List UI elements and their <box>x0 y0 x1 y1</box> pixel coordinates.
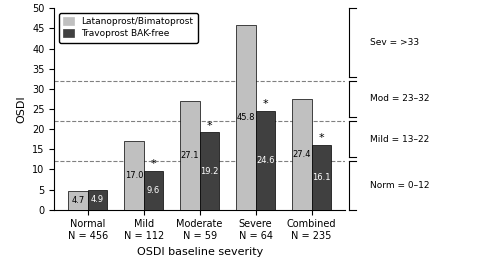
Bar <box>88 190 107 210</box>
Text: 16.1: 16.1 <box>312 173 331 182</box>
Bar <box>68 191 88 210</box>
Text: 27.4: 27.4 <box>292 150 311 159</box>
Y-axis label: OSDI: OSDI <box>16 95 27 123</box>
Bar <box>180 100 200 210</box>
Text: 27.1: 27.1 <box>180 151 199 160</box>
Text: Mod = 23–32: Mod = 23–32 <box>370 94 429 104</box>
Bar <box>255 111 275 210</box>
Legend: Latanoprost/Bimatoprost, Travoprost BAK-free: Latanoprost/Bimatoprost, Travoprost BAK-… <box>59 13 198 43</box>
Text: 19.2: 19.2 <box>200 167 218 176</box>
Text: 24.6: 24.6 <box>256 156 275 165</box>
Text: Mild = 13–22: Mild = 13–22 <box>370 135 429 144</box>
Text: *: * <box>151 160 156 169</box>
Text: 17.0: 17.0 <box>125 171 143 180</box>
Text: 45.8: 45.8 <box>237 113 255 122</box>
X-axis label: OSDI baseline severity: OSDI baseline severity <box>137 247 263 257</box>
Text: 4.9: 4.9 <box>91 195 104 205</box>
Bar <box>124 141 144 210</box>
Text: *: * <box>318 133 324 143</box>
Text: *: * <box>263 99 268 109</box>
Bar <box>200 132 219 210</box>
Bar <box>292 99 312 210</box>
Bar <box>312 145 331 210</box>
Bar <box>236 25 255 210</box>
Text: 4.7: 4.7 <box>71 196 85 205</box>
Text: Sev = >33: Sev = >33 <box>370 38 419 47</box>
Text: *: * <box>207 121 212 131</box>
Text: Norm = 0–12: Norm = 0–12 <box>370 181 429 190</box>
Bar <box>144 171 163 210</box>
Text: 9.6: 9.6 <box>147 186 160 195</box>
